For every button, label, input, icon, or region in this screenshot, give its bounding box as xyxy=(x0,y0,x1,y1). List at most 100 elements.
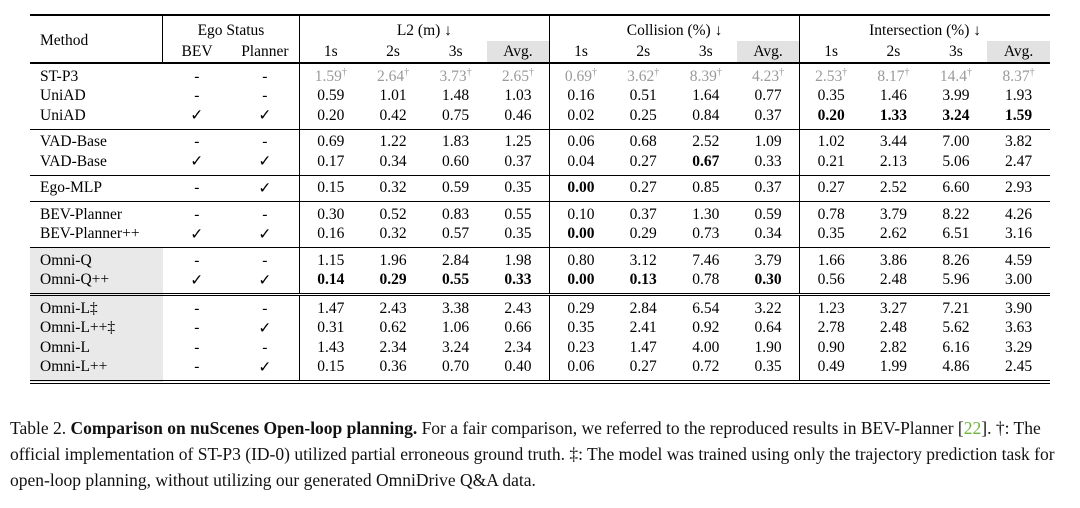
cell-value: 2.84 xyxy=(424,248,487,271)
cell-value-text: 2.48 xyxy=(879,319,907,337)
caption-body-2: ]. †: The official implementation of ST-… xyxy=(10,418,1055,490)
cell-value-text: 0.52 xyxy=(379,205,407,223)
cell-value-text: 1.93 xyxy=(1005,87,1033,105)
cell-value: 3.90 xyxy=(987,295,1050,319)
cell-planner-status: - xyxy=(230,201,300,225)
table-row: Omni-L++ - ✓ 0.15 0.36 0.70 0.40 0.06 0.27 0.72 0.… xyxy=(30,357,1050,383)
cell-value: 0.06 xyxy=(549,358,612,383)
cell-value-text: 3.79 xyxy=(879,205,907,223)
cell-value-text: 3.00 xyxy=(1005,271,1033,289)
cell-value-text: 0.69 xyxy=(317,133,345,151)
cell-value-text: 2.43 xyxy=(504,299,532,317)
cell-value: 7.21 xyxy=(925,295,988,319)
col-header-method: Method xyxy=(30,15,164,63)
dagger-marker: † xyxy=(966,66,972,78)
cell-value: 1.47 xyxy=(612,338,675,358)
cell-value: 2.53† xyxy=(800,63,863,87)
cell-value-text: 5.62 xyxy=(942,319,970,337)
cell-value-text: 0.72 xyxy=(692,358,720,376)
cell-value: 3.24 xyxy=(424,338,487,358)
col-header-intersection: Intersection (%) ↓ xyxy=(869,21,982,39)
cell-value-text: 0.20 xyxy=(317,106,345,124)
cell-value-text: 0.35 xyxy=(817,225,845,243)
cell-value-text: 0.33 xyxy=(504,271,532,289)
cell-value: 1.59 xyxy=(987,106,1050,129)
col-header-col-2s: 2s xyxy=(636,42,651,60)
cell-method: ST-P3 xyxy=(40,67,79,85)
cell-value: 8.17† xyxy=(862,63,925,87)
cell-value: 0.20 xyxy=(299,106,362,129)
cell-value-text: 1.83 xyxy=(442,133,470,151)
cell-value-text: 0.57 xyxy=(442,225,470,243)
cell-value: 0.57 xyxy=(424,225,487,248)
cell-value-text: 0.29 xyxy=(629,225,657,243)
cell-planner-status: - xyxy=(230,338,300,358)
cell-method: Omni-L‡ xyxy=(30,294,163,319)
cell-value: 0.00 xyxy=(549,175,612,202)
cell-value-text: 1.23 xyxy=(817,299,845,317)
cell-value: 0.34 xyxy=(362,152,425,175)
cell-value-text: 2.34 xyxy=(379,338,407,356)
cell-value-text: 0.37 xyxy=(504,152,532,170)
cell-method: Ego-MLP xyxy=(40,179,102,197)
cell-value-text: 0.32 xyxy=(379,225,407,243)
cell-value-text: 0.37 xyxy=(754,179,782,197)
cell-value-text: 3.38 xyxy=(442,299,470,317)
table-row: VAD-Base ✓ ✓ 0.17 0.34 0.60 0.37 0.04 0.27 0.67 0.… xyxy=(30,152,1050,175)
cell-planner-status: ✓ xyxy=(230,175,300,202)
col-header-l2-1s: 1s xyxy=(323,42,338,60)
cell-value-text: 7.46 xyxy=(692,251,720,269)
cell-value: 0.92 xyxy=(675,319,738,339)
dagger-marker: † xyxy=(466,66,472,78)
cell-planner-status: - xyxy=(230,63,300,87)
cell-value-text: 1.64 xyxy=(692,87,720,105)
cell-value: 0.46 xyxy=(486,106,550,129)
cell-value: 0.59 xyxy=(299,87,362,107)
cell-value: 4.26 xyxy=(987,202,1050,225)
cell-value: 2.45 xyxy=(987,358,1050,383)
cell-value: 3.29 xyxy=(987,338,1050,358)
results-table: Method Ego Status L2 (m) ↓ Collision (%)… xyxy=(30,14,1050,384)
cell-value-text: 0.77 xyxy=(754,87,782,105)
cell-value-text: 6.60 xyxy=(942,179,970,197)
cell-planner-status: ✓ xyxy=(230,357,300,382)
cell-value-text: 1.01 xyxy=(379,87,407,105)
cell-value-text: 6.54 xyxy=(692,299,720,317)
cell-value-text: 0.68 xyxy=(629,133,657,151)
cell-value: 0.83 xyxy=(424,202,487,225)
col-header-ego-status: Ego Status xyxy=(162,15,300,41)
cell-value-text: 1.46 xyxy=(879,87,907,105)
cell-value-text: 3.99 xyxy=(942,87,970,105)
cell-value: 0.37 xyxy=(737,175,801,202)
cell-planner-status: - xyxy=(230,294,300,319)
cell-value-text: 3.73 xyxy=(439,67,467,85)
cell-value: 0.30 xyxy=(299,202,362,225)
cell-value: 0.13 xyxy=(612,271,675,295)
citation-link[interactable]: 22 xyxy=(963,418,982,438)
cell-value-text: 3.63 xyxy=(1005,319,1033,337)
cell-value: 2.65† xyxy=(486,63,550,87)
cell-bev-status: ✓ xyxy=(190,107,204,125)
cell-value-text: 1.30 xyxy=(692,205,720,223)
cell-value: 1.23 xyxy=(800,295,863,319)
col-header-l2-2s: 2s xyxy=(386,42,400,60)
caption-prefix: Table 2. xyxy=(10,418,71,438)
cell-bev-status: - xyxy=(194,358,200,376)
cell-value-text: 0.35 xyxy=(567,319,595,337)
cell-value: 0.70 xyxy=(424,358,487,383)
dagger-marker: † xyxy=(716,66,722,78)
cell-value: 5.96 xyxy=(925,271,988,295)
table-caption: Table 2. Comparison on nuScenes Open-loo… xyxy=(10,415,1068,493)
cell-value-text: 0.10 xyxy=(567,205,595,223)
cell-value-text: 2.48 xyxy=(879,271,907,289)
cell-value: 2.82 xyxy=(862,338,925,358)
cell-value-text: 0.27 xyxy=(629,152,657,170)
cell-value: 0.33 xyxy=(737,152,801,175)
cell-value: 14.4† xyxy=(925,63,988,87)
cell-value: 0.40 xyxy=(486,357,550,382)
cell-value-text: 0.51 xyxy=(629,87,657,105)
cell-value: 0.10 xyxy=(549,202,612,225)
cell-value-text: 1.43 xyxy=(317,338,345,356)
cell-value-text: 6.16 xyxy=(942,338,970,356)
